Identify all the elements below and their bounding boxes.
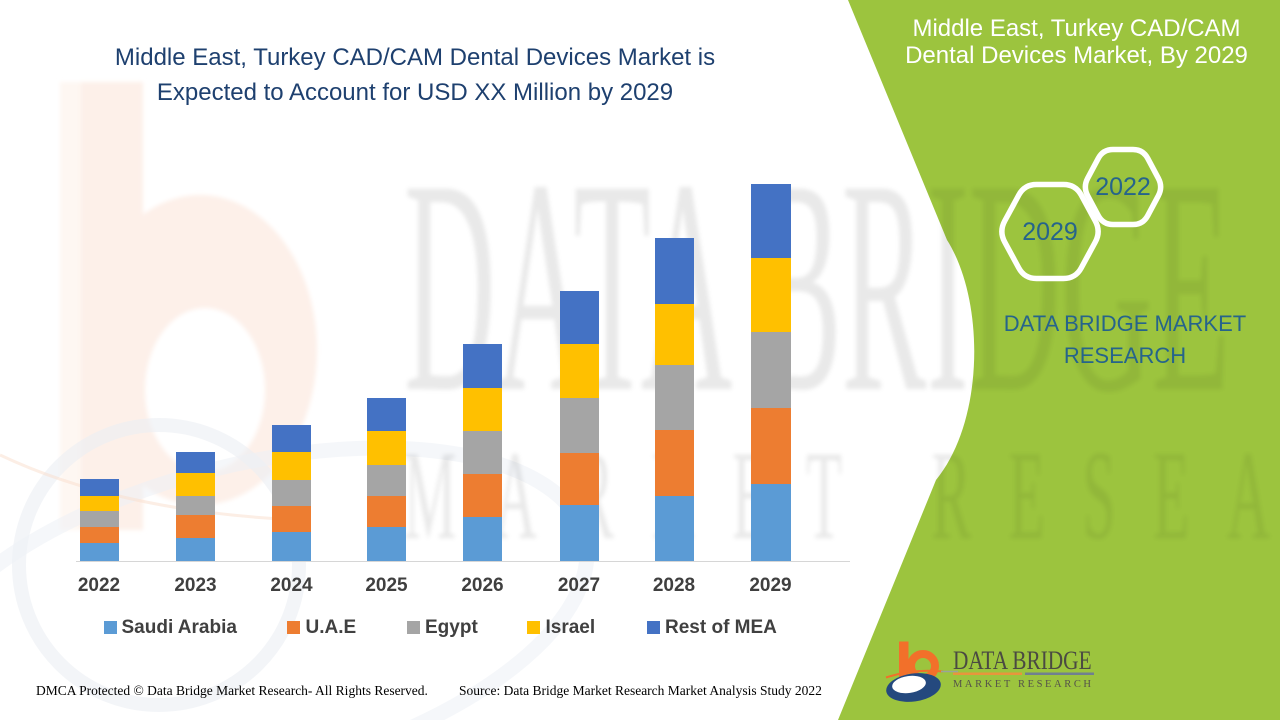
svg-text:MARKET RESEARCH: MARKET RESEARCH — [953, 679, 1094, 690]
svg-text:2029: 2029 — [1022, 218, 1078, 246]
svg-text:DATA BRIDGE: DATA BRIDGE — [953, 647, 1092, 675]
svg-text:2022: 2022 — [1095, 173, 1151, 201]
